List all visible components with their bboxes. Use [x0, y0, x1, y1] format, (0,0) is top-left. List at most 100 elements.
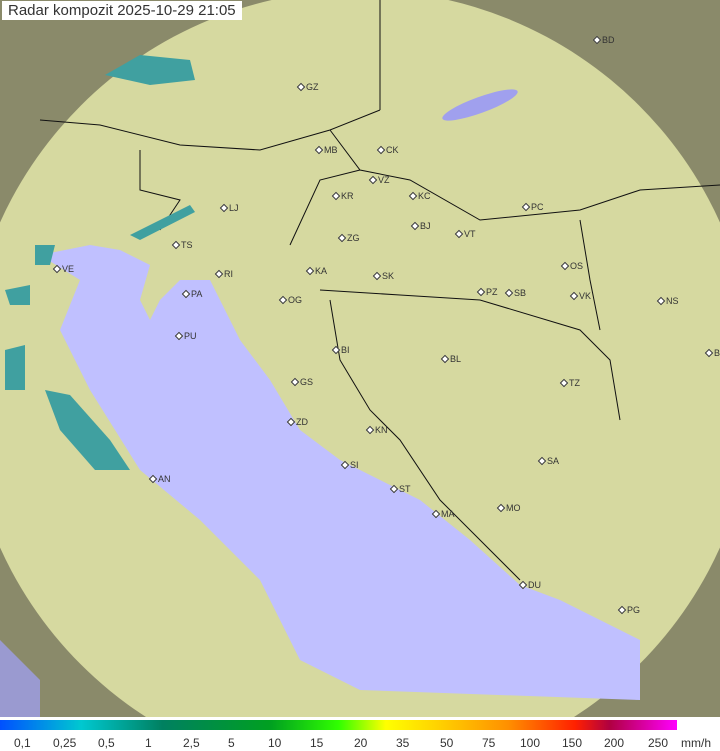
city-label-tz: TZ	[559, 378, 580, 388]
city-label-sb: SB	[504, 288, 527, 298]
legend-tick: 15	[310, 736, 324, 750]
legend-tick: 2,5	[183, 736, 200, 750]
city-marker-icon	[376, 145, 386, 155]
city-label-du: DU	[518, 580, 541, 590]
city-code: AN	[158, 474, 171, 484]
city-code: KC	[418, 191, 431, 201]
city-label-bj: BJ	[410, 221, 431, 231]
legend-unit: mm/h	[681, 736, 711, 750]
map-title: Radar kompozit 2025-10-29 21:05	[2, 1, 242, 20]
city-label-an: AN	[148, 474, 171, 484]
city-marker-icon	[174, 331, 184, 341]
precipitation-color-scale	[0, 720, 677, 730]
city-label-pc: PC	[521, 202, 544, 212]
legend-tick: 100	[520, 736, 541, 750]
city-marker-icon	[290, 377, 300, 387]
city-label-si: SI	[340, 460, 359, 470]
city-label-pu: PU	[174, 331, 197, 341]
city-code: NS	[666, 296, 679, 306]
city-label-lj: LJ	[219, 203, 239, 213]
city-marker-icon	[537, 456, 547, 466]
city-marker-icon	[454, 229, 464, 239]
city-marker-icon	[617, 605, 627, 615]
city-code: TZ	[569, 378, 580, 388]
city-code: KA	[315, 266, 328, 276]
city-marker-icon	[296, 82, 306, 92]
city-label-bl: BL	[440, 354, 461, 364]
city-code: DU	[528, 580, 541, 590]
city-label-ns: NS	[656, 296, 679, 306]
city-marker-icon	[560, 261, 570, 271]
city-code: PZ	[486, 287, 498, 297]
city-label-ck: CK	[376, 145, 399, 155]
city-marker-icon	[337, 233, 347, 243]
city-label-gs: GS	[290, 377, 314, 387]
city-code: VK	[579, 291, 592, 301]
city-marker-icon	[559, 378, 569, 388]
city-marker-icon	[148, 474, 158, 484]
city-code: CK	[386, 145, 399, 155]
city-label-vz: VZ	[368, 175, 390, 185]
legend-tick: 10	[268, 736, 282, 750]
precipitation	[5, 55, 195, 470]
city-marker-icon	[592, 35, 602, 45]
legend-tick: 200	[604, 736, 625, 750]
city-marker-icon	[219, 203, 229, 213]
city-marker-icon	[476, 287, 486, 297]
city-code: ST	[399, 484, 411, 494]
city-label-pz: PZ	[476, 287, 498, 297]
city-label-kr: KR	[331, 191, 354, 201]
city-code: KN	[375, 425, 388, 435]
city-code: SI	[350, 460, 359, 470]
city-marker-icon	[431, 509, 441, 519]
city-marker-icon	[704, 348, 714, 358]
city-code: OS	[570, 261, 584, 271]
city-code: BJ	[420, 221, 431, 231]
city-marker-icon	[52, 264, 62, 274]
legend-tick: 50	[440, 736, 454, 750]
city-code: SA	[547, 456, 560, 466]
city-label-bd: BD	[592, 35, 615, 45]
legend-tick: 75	[482, 736, 496, 750]
city-code: SK	[382, 271, 395, 281]
legend-tick: 0,5	[98, 736, 115, 750]
city-marker-icon	[368, 175, 378, 185]
city-label-os: OS	[560, 261, 584, 271]
city-label-vk: VK	[569, 291, 592, 301]
city-code: VT	[464, 229, 476, 239]
city-marker-icon	[518, 580, 528, 590]
city-marker-icon	[181, 289, 191, 299]
city-code: LJ	[229, 203, 239, 213]
city-marker-icon	[408, 191, 418, 201]
city-code: GZ	[306, 82, 319, 92]
city-marker-icon	[340, 460, 350, 470]
city-label-ma: MA	[431, 509, 455, 519]
city-code: KR	[341, 191, 354, 201]
city-marker-icon	[410, 221, 420, 231]
city-code: GS	[300, 377, 314, 387]
city-code: PC	[531, 202, 544, 212]
city-marker-icon	[331, 191, 341, 201]
city-code: BD	[602, 35, 615, 45]
city-marker-icon	[365, 425, 375, 435]
city-marker-icon	[171, 240, 181, 250]
city-label-bi: BI	[331, 345, 350, 355]
city-label-pa: PA	[181, 289, 202, 299]
city-code: TS	[181, 240, 193, 250]
city-marker-icon	[440, 354, 450, 364]
legend-ticks: 0,1 0,25 0,5 1 2,5 5 10 15 20 35 50 75 100 150 200 250 m…	[0, 736, 720, 751]
city-marker-icon	[521, 202, 531, 212]
city-label-sk: SK	[372, 271, 395, 281]
city-code: RI	[224, 269, 233, 279]
city-label-og: OG	[278, 295, 302, 305]
city-label-bg: BG	[704, 348, 720, 358]
city-label-ts: TS	[171, 240, 193, 250]
city-label-zg: ZG	[337, 233, 360, 243]
city-code: SB	[514, 288, 527, 298]
legend-tick: 0,25	[53, 736, 77, 750]
city-code: PG	[627, 605, 641, 615]
city-marker-icon	[504, 288, 514, 298]
legend-tick: 1	[145, 736, 152, 750]
city-marker-icon	[305, 266, 315, 276]
legend-tick: 5	[228, 736, 235, 750]
